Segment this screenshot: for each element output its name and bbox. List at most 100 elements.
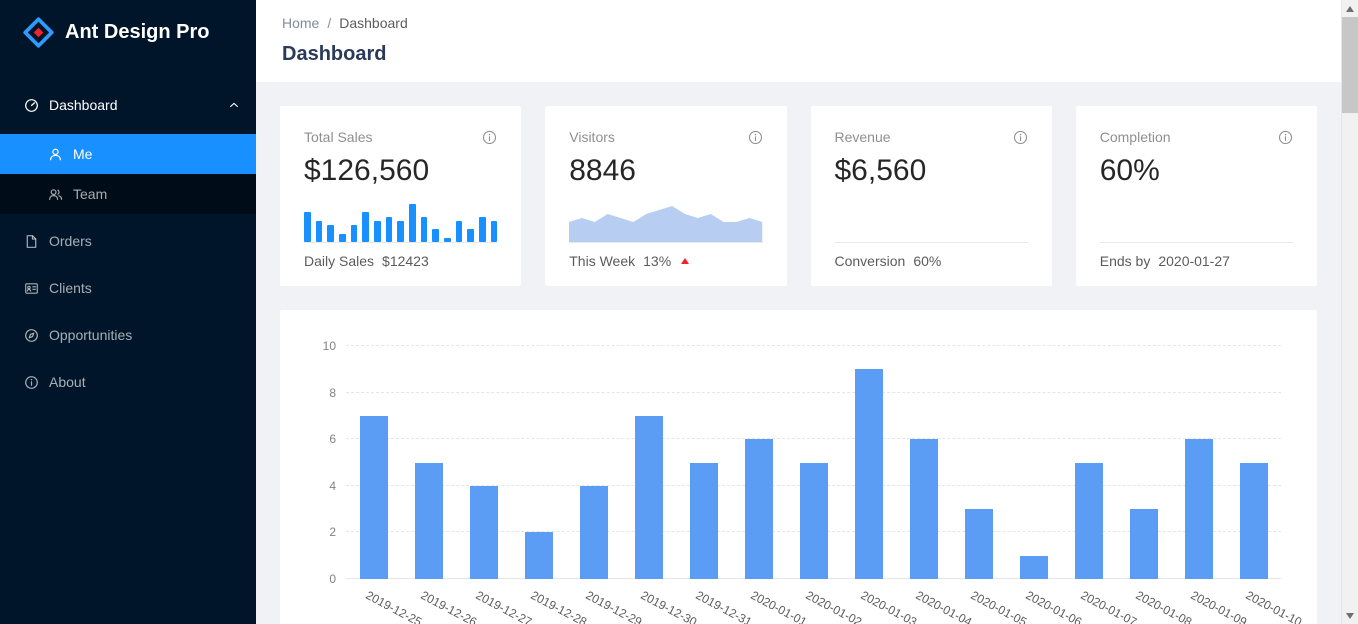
completion-card: Completion 60% Ends by xyxy=(1075,106,1317,286)
info-circle-icon[interactable] xyxy=(1278,130,1293,145)
x-axis-label: 2020-01-04 xyxy=(913,588,975,624)
mini-bar[interactable] xyxy=(362,212,369,242)
bar-2020-01-08[interactable] xyxy=(1129,509,1158,579)
bar-2020-01-10[interactable] xyxy=(1239,462,1268,579)
sidebar-menu: Dashboard Me xyxy=(0,64,256,402)
bar-slot: 2020-01-09 xyxy=(1171,346,1249,624)
x-axis-label: 2020-01-10 xyxy=(1243,588,1305,624)
sidebar-item-label: Orders xyxy=(49,233,92,249)
visitors-mini-area-chart xyxy=(569,198,763,242)
bar-2019-12-29[interactable] xyxy=(579,485,608,579)
app-logo[interactable]: Ant Design Pro xyxy=(0,0,256,64)
bar-2020-01-01[interactable] xyxy=(744,439,773,579)
sidebar-item-me[interactable]: Me xyxy=(0,134,256,174)
mini-bar[interactable] xyxy=(385,216,393,242)
stat-cards-row: Total Sales $126,560 xyxy=(280,106,1317,286)
bar-2019-12-27[interactable] xyxy=(469,485,498,579)
card-footer-label: Conversion xyxy=(834,253,906,269)
bar-2019-12-31[interactable] xyxy=(689,462,718,579)
scrollbar-up-arrow[interactable] xyxy=(1342,0,1358,17)
vertical-scrollbar[interactable] xyxy=(1341,0,1358,624)
x-axis-label: 2020-01-02 xyxy=(803,588,865,624)
mini-bar[interactable] xyxy=(373,220,381,242)
mini-bar[interactable] xyxy=(443,237,451,242)
mini-bar[interactable] xyxy=(455,220,463,242)
card-footer-value: 60% xyxy=(913,253,942,269)
card-title: Revenue xyxy=(834,129,891,145)
bar-2020-01-09[interactable] xyxy=(1184,439,1213,579)
bar-2019-12-26[interactable] xyxy=(414,462,443,579)
page-title: Dashboard xyxy=(282,43,387,65)
bar-slot: 2020-01-05 xyxy=(951,346,1029,624)
card-value: $126,560 xyxy=(304,154,430,187)
sidebar-item-label: Opportunities xyxy=(49,327,133,343)
mini-bar[interactable] xyxy=(327,225,334,242)
card-footer-label: Ends by xyxy=(1099,253,1151,269)
mini-bar[interactable] xyxy=(338,233,346,242)
mini-bar[interactable] xyxy=(397,220,404,242)
sidebar-item-clients[interactable]: Clients xyxy=(0,268,256,308)
sales-trend-chart-card: 2019-12-25 2019-12-26 2019-12-27 2019-12-28… xyxy=(280,310,1317,624)
total-sales-card: Total Sales $126,560 xyxy=(280,106,522,286)
up-triangle-icon xyxy=(1346,5,1354,12)
gridline xyxy=(346,345,1281,346)
bar-slot: 2019-12-27 xyxy=(456,346,534,624)
bar-slot: 2019-12-31 xyxy=(676,346,754,624)
sidebar: Ant Design Pro Dashboard xyxy=(0,0,256,624)
y-axis-label: 8 xyxy=(329,385,336,400)
bar-2020-01-06[interactable] xyxy=(1019,555,1048,579)
down-triangle-icon xyxy=(1346,612,1354,619)
bar-2020-01-05[interactable] xyxy=(964,509,993,579)
info-circle-icon[interactable] xyxy=(748,130,763,145)
scrollbar-thumb[interactable] xyxy=(1341,17,1358,113)
bar-2020-01-07[interactable] xyxy=(1074,462,1103,579)
sidebar-item-label: Team xyxy=(73,186,108,202)
bar-2019-12-28[interactable] xyxy=(524,532,553,579)
sidebar-item-opportunities[interactable]: Opportunities xyxy=(0,315,256,355)
x-axis-label: 2020-01-06 xyxy=(1023,588,1085,624)
mini-bar[interactable] xyxy=(350,225,358,242)
x-axis-label: 2019-12-27 xyxy=(473,588,535,624)
sidebar-item-team[interactable]: Team xyxy=(0,174,256,214)
mini-bar[interactable] xyxy=(315,220,323,242)
sidebar-item-dashboard[interactable]: Dashboard xyxy=(0,85,256,125)
bar-2019-12-25[interactable] xyxy=(359,415,388,579)
bar-slot: 2020-01-08 xyxy=(1116,346,1194,624)
bar-2019-12-30[interactable] xyxy=(634,415,663,579)
user-icon xyxy=(48,147,63,162)
breadcrumb-separator: / xyxy=(327,15,332,31)
sidebar-item-orders[interactable]: Orders xyxy=(0,221,256,261)
bar-slot: 2020-01-03 xyxy=(841,346,919,624)
bar-2020-01-03[interactable] xyxy=(854,369,883,579)
revenue-card: Revenue $6,560 Conversion xyxy=(810,106,1052,286)
scrollbar-down-arrow[interactable] xyxy=(1342,607,1358,624)
mini-bar[interactable] xyxy=(478,216,486,242)
sidebar-item-about[interactable]: About xyxy=(0,362,256,402)
card-title: Visitors xyxy=(569,129,615,145)
card-value: 8846 xyxy=(569,154,636,187)
mini-bar[interactable] xyxy=(304,212,311,242)
mini-bar[interactable] xyxy=(490,220,498,242)
main-area: Home / Dashboard Dashboard Total Sales xyxy=(256,0,1341,624)
completion-chart-placeholder xyxy=(1100,198,1293,242)
bar-2020-01-02[interactable] xyxy=(799,462,828,579)
mini-bar[interactable] xyxy=(408,204,416,242)
info-circle-icon[interactable] xyxy=(1013,130,1028,145)
dashboard-submenu: Me Team xyxy=(0,134,256,214)
x-axis-label: 2019-12-25 xyxy=(363,588,425,624)
info-circle-icon xyxy=(24,375,39,390)
info-circle-icon[interactable] xyxy=(482,130,497,145)
mini-bar[interactable] xyxy=(467,229,474,242)
bar-2020-01-04[interactable] xyxy=(909,439,938,579)
visitors-card: Visitors 8846 xyxy=(545,106,787,286)
mini-bar[interactable] xyxy=(420,216,428,242)
bar-slot: 2020-01-10 xyxy=(1226,346,1304,624)
mini-bar[interactable] xyxy=(432,229,439,242)
card-title: Total Sales xyxy=(304,129,373,145)
breadcrumb-home-link[interactable]: Home xyxy=(282,15,320,31)
gridline xyxy=(346,438,1281,440)
bar-slot: 2019-12-28 xyxy=(511,346,589,624)
bar-slot: 2019-12-29 xyxy=(566,346,644,624)
card-footer-value: 2020-01-27 xyxy=(1158,253,1230,269)
file-icon xyxy=(24,234,39,249)
